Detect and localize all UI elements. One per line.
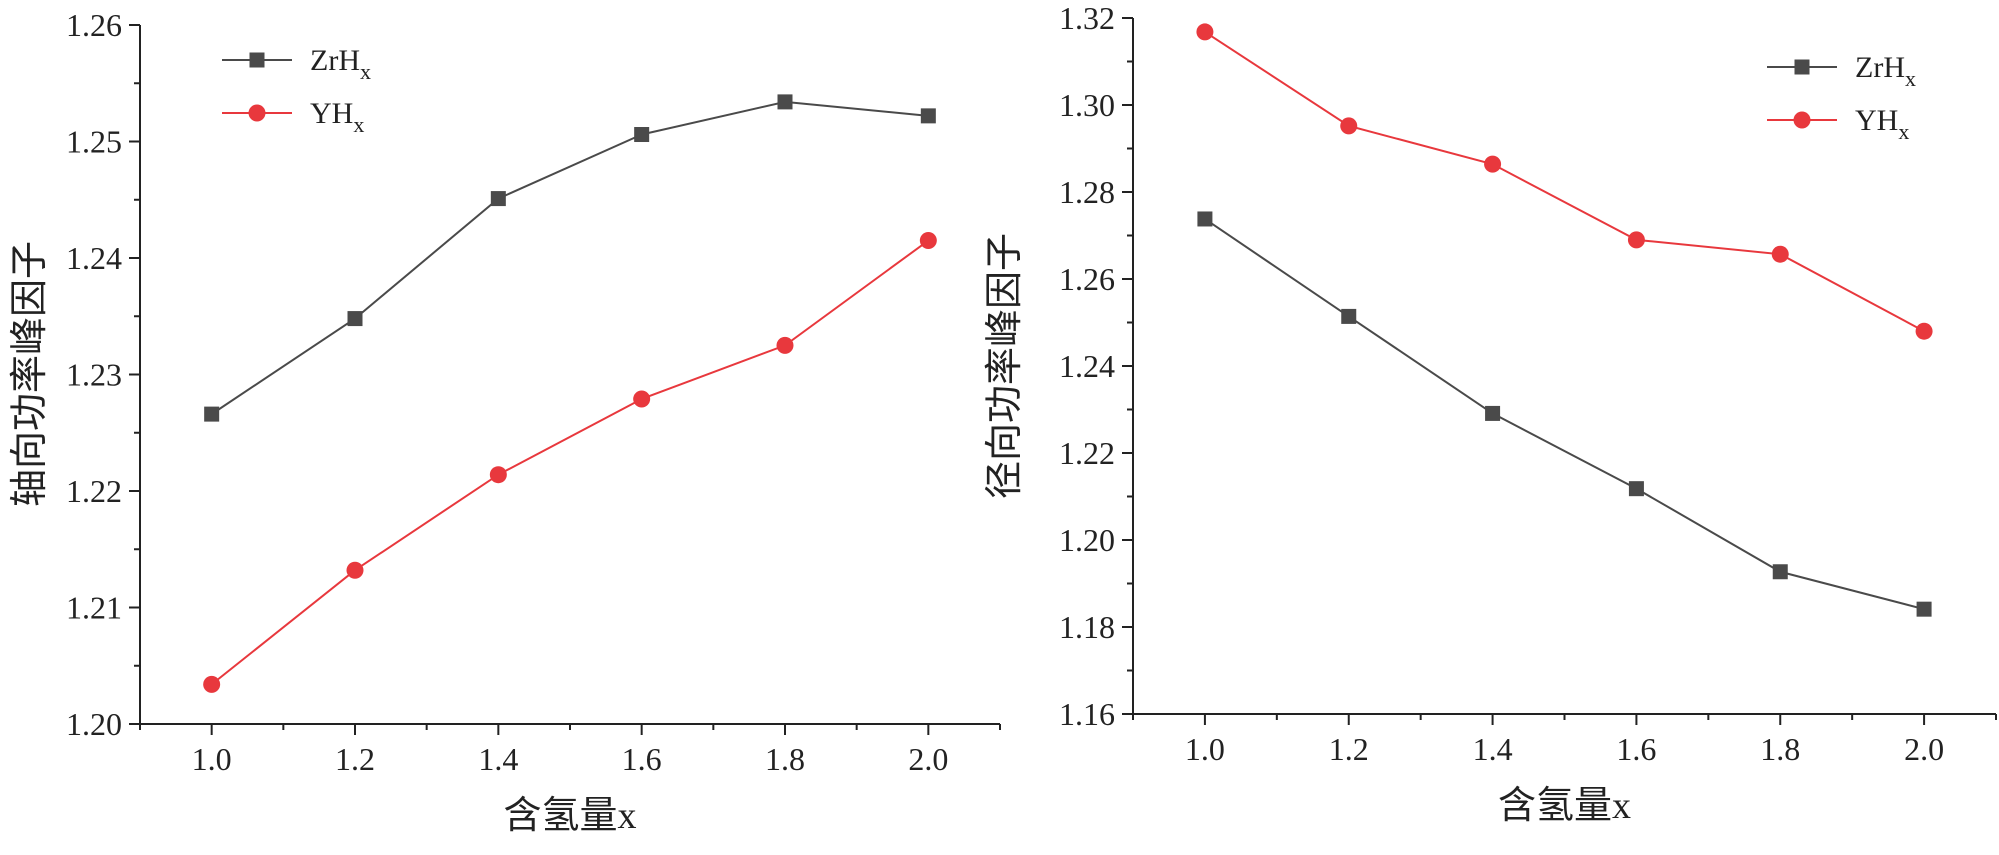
legend-entry: ZrHx — [222, 44, 371, 84]
data-point — [347, 311, 363, 327]
series-line — [1204, 31, 1925, 333]
data-point — [1340, 117, 1358, 135]
series-zrhx — [204, 94, 936, 422]
data-point — [633, 390, 651, 408]
legend-label-subscript: x — [1905, 66, 1916, 91]
x-tick-label: 2.0 — [908, 741, 948, 777]
x-tick-label: 1.6 — [1616, 731, 1656, 767]
data-point — [1915, 322, 1933, 340]
y-tick-label: 1.18 — [1059, 609, 1115, 645]
legend-entry: ZrHx — [1767, 51, 1916, 91]
x-tick-label: 1.0 — [1185, 731, 1225, 767]
legend-label: ZrHx — [1855, 51, 1916, 91]
y-tick-label: 1.23 — [66, 357, 122, 393]
legend-marker — [249, 52, 265, 68]
data-point — [1771, 245, 1789, 263]
data-point — [204, 406, 220, 422]
series-line — [1204, 218, 1925, 611]
series-yhx — [1196, 23, 1933, 340]
y-tick-label: 1.28 — [1059, 174, 1115, 210]
legend-label-subscript: x — [1898, 119, 1909, 144]
x-axis-title: 含氢量x — [1498, 785, 1631, 827]
x-tick-label: 1.2 — [1329, 731, 1369, 767]
data-point — [1196, 23, 1214, 41]
x-tick-label: 1.6 — [622, 741, 662, 777]
data-point — [346, 561, 364, 579]
data-point — [1916, 601, 1932, 617]
y-tick-label: 1.25 — [66, 124, 122, 160]
y-tick-label: 1.30 — [1059, 87, 1115, 123]
chart-panel-2: 1.16 1.18 1.20 1.22 1.24 1.26 1.28 1.30 1.32 1.0 1… — [984, 0, 1997, 827]
legend-marker — [1793, 111, 1811, 129]
legend-label: YHx — [310, 97, 364, 137]
data-point — [1341, 308, 1357, 324]
data-point — [489, 466, 507, 484]
series-zrhx — [1197, 211, 1932, 617]
legend-marker — [1794, 59, 1810, 75]
legend-entry: YHx — [1767, 104, 1909, 144]
data-point — [777, 94, 793, 110]
legend-label-subscript: x — [360, 59, 371, 84]
x-tick-label: 1.4 — [478, 741, 518, 777]
data-point — [1197, 211, 1213, 227]
legend-marker — [248, 104, 266, 122]
chart-panel-1: 1.20 1.21 1.22 1.23 1.24 1.25 1.26 1.0 1.2 1.4 1.6… — [9, 7, 1001, 837]
legend-label-subscript: x — [353, 112, 364, 137]
x-tick-label: 1.4 — [1473, 731, 1513, 767]
x-tick-label: 1.0 — [192, 741, 232, 777]
x-tick-label: 1.2 — [335, 741, 375, 777]
data-point — [203, 675, 221, 693]
y-axis-title: 径向功率峰因子 — [984, 233, 1026, 499]
y-tick-label: 1.24 — [66, 240, 122, 276]
x-tick-label: 1.8 — [1760, 731, 1800, 767]
data-point — [1484, 155, 1502, 173]
data-point — [776, 336, 794, 354]
y-tick-label: 1.26 — [66, 7, 122, 43]
y-tick-label: 1.16 — [1059, 696, 1115, 732]
data-point — [1485, 405, 1501, 421]
y-tick-label: 1.21 — [66, 590, 122, 626]
series-line — [211, 239, 929, 686]
y-tick-label: 1.24 — [1059, 348, 1115, 384]
y-axis-title: 轴向功率峰因子 — [9, 241, 51, 507]
data-point — [1627, 231, 1645, 249]
series-line — [211, 100, 929, 415]
x-tick-label: 1.8 — [765, 741, 805, 777]
legend-entry: YHx — [222, 97, 364, 137]
data-point — [919, 232, 937, 250]
y-tick-label: 1.20 — [1059, 522, 1115, 558]
legend-label: ZrHx — [310, 44, 371, 84]
data-point — [490, 191, 506, 207]
series-yhx — [203, 232, 937, 693]
y-tick-label: 1.26 — [1059, 261, 1115, 297]
y-tick-label: 1.22 — [1059, 435, 1115, 471]
legend-label: YHx — [1855, 104, 1909, 144]
data-point — [1628, 481, 1644, 497]
y-tick-label: 1.32 — [1059, 0, 1115, 36]
data-point — [920, 108, 936, 124]
y-tick-label: 1.20 — [66, 706, 122, 742]
x-axis-title: 含氢量x — [503, 795, 636, 837]
x-tick-label: 2.0 — [1904, 731, 1944, 767]
data-point — [1772, 564, 1788, 580]
data-point — [634, 127, 650, 143]
y-tick-label: 1.22 — [66, 473, 122, 509]
